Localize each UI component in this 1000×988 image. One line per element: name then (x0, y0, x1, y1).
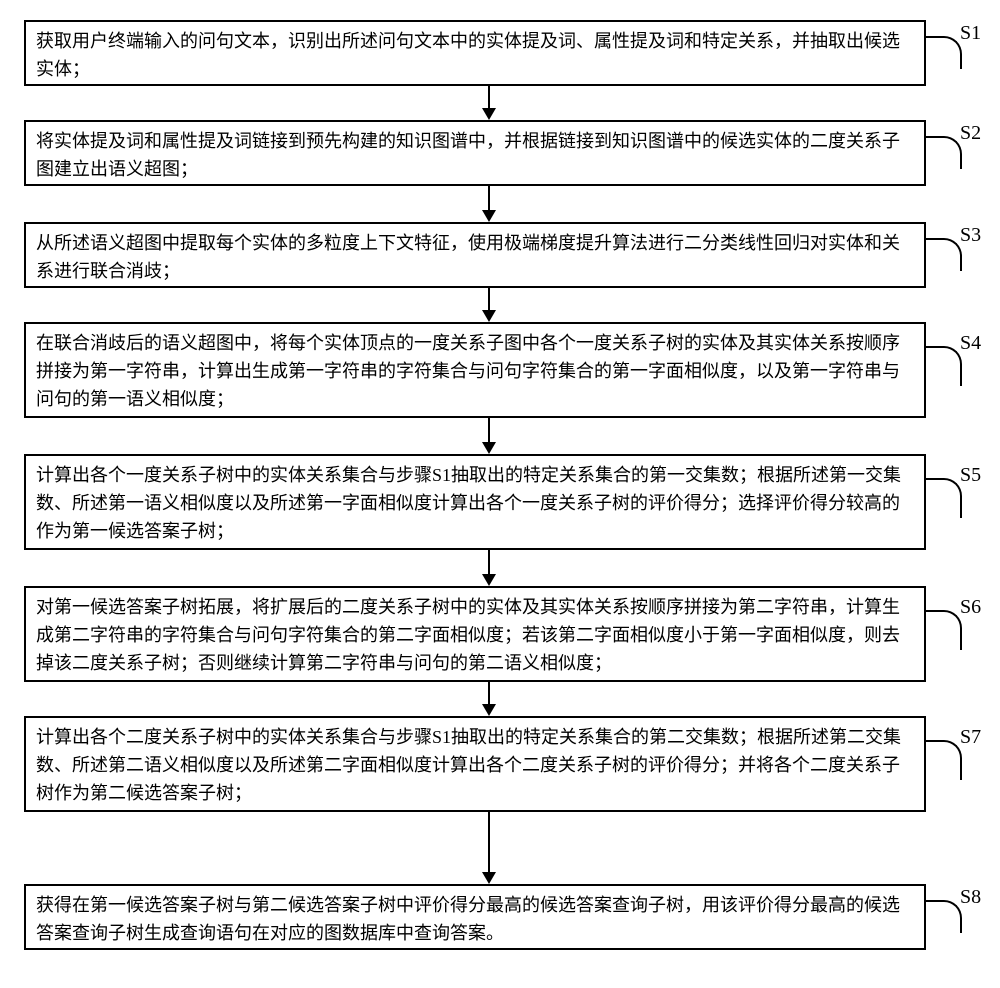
arrow-head-icon (482, 210, 496, 222)
step-box-s1: 获取用户终端输入的问句文本，识别出所述问句文本中的实体提及词、属性提及词和特定关… (24, 20, 926, 86)
step-box-s6: 对第一候选答案子树拓展，将扩展后的二度关系子树中的实体及其实体关系按顺序拼接为第… (24, 586, 926, 682)
step-label-s3: S3 (960, 224, 981, 247)
step-text: 在联合消歧后的语义超图中，将每个实体顶点的一度关系子图中各个一度关系子树的实体及… (36, 330, 914, 414)
arrow-head-icon (482, 704, 496, 716)
arrow-line (488, 86, 490, 110)
step-label-s6: S6 (960, 596, 981, 619)
arrow-line (488, 186, 490, 212)
label-connector (926, 478, 962, 518)
step-box-s7: 计算出各个二度关系子树中的实体关系集合与步骤S1抽取出的特定关系集合的第二交集数… (24, 716, 926, 812)
step-text: 将实体提及词和属性提及词链接到预先构建的知识图谱中，并根据链接到知识图谱中的候选… (36, 128, 914, 184)
arrow-line (488, 550, 490, 576)
arrow-line (488, 682, 490, 706)
arrow-head-icon (482, 442, 496, 454)
step-label-s4: S4 (960, 332, 981, 355)
label-connector (926, 36, 962, 69)
flowchart-canvas: 获取用户终端输入的问句文本，识别出所述问句文本中的实体提及词、属性提及词和特定关… (0, 0, 1000, 988)
step-box-s5: 计算出各个一度关系子树中的实体关系集合与步骤S1抽取出的特定关系集合的第一交集数… (24, 454, 926, 550)
label-connector (926, 136, 962, 169)
label-connector (926, 900, 962, 933)
step-text: 获得在第一候选答案子树与第二候选答案子树中评价得分最高的候选答案查询子树，用该评… (36, 892, 914, 948)
step-label-s1: S1 (960, 22, 981, 45)
arrow-head-icon (482, 108, 496, 120)
step-box-s8: 获得在第一候选答案子树与第二候选答案子树中评价得分最高的候选答案查询子树，用该评… (24, 884, 926, 950)
step-text: 获取用户终端输入的问句文本，识别出所述问句文本中的实体提及词、属性提及词和特定关… (36, 28, 914, 84)
step-text: 从所述语义超图中提取每个实体的多粒度上下文特征，使用极端梯度提升算法进行二分类线… (36, 230, 914, 286)
arrow-head-icon (482, 872, 496, 884)
arrow-line (488, 288, 490, 312)
step-text: 对第一候选答案子树拓展，将扩展后的二度关系子树中的实体及其实体关系按顺序拼接为第… (36, 594, 914, 678)
step-box-s2: 将实体提及词和属性提及词链接到预先构建的知识图谱中，并根据链接到知识图谱中的候选… (24, 120, 926, 186)
arrow-line (488, 812, 490, 874)
arrow-head-icon (482, 310, 496, 322)
step-box-s3: 从所述语义超图中提取每个实体的多粒度上下文特征，使用极端梯度提升算法进行二分类线… (24, 222, 926, 288)
label-connector (926, 346, 962, 386)
step-box-s4: 在联合消歧后的语义超图中，将每个实体顶点的一度关系子图中各个一度关系子树的实体及… (24, 322, 926, 418)
step-label-s8: S8 (960, 886, 981, 909)
arrow-head-icon (482, 574, 496, 586)
label-connector (926, 238, 962, 271)
step-label-s5: S5 (960, 464, 981, 487)
step-label-s7: S7 (960, 726, 981, 749)
label-connector (926, 740, 962, 780)
step-label-s2: S2 (960, 122, 981, 145)
step-text: 计算出各个二度关系子树中的实体关系集合与步骤S1抽取出的特定关系集合的第二交集数… (36, 724, 914, 808)
arrow-line (488, 418, 490, 444)
step-text: 计算出各个一度关系子树中的实体关系集合与步骤S1抽取出的特定关系集合的第一交集数… (36, 462, 914, 546)
label-connector (926, 610, 962, 650)
